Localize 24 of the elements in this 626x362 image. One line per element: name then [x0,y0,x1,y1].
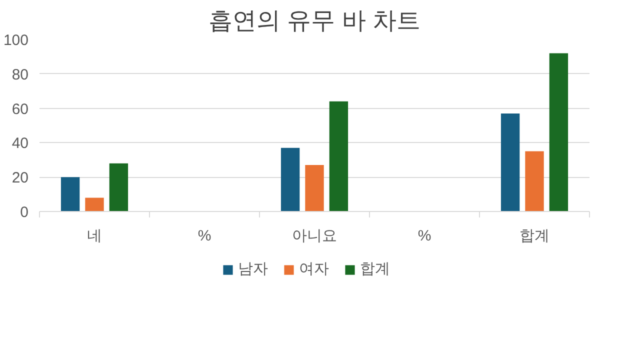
bar [305,165,324,212]
x-tick-label: 아니요 [292,228,337,244]
bar [329,101,348,212]
x-tick-label: % [418,228,432,244]
y-tick-label: 40 [12,135,29,152]
y-tick-label: 100 [3,32,29,49]
x-tick-label: 합계 [520,228,550,244]
bar [525,151,544,212]
x-tick-label: 네 [87,228,102,244]
y-tick-label: 60 [12,100,29,118]
bar [500,113,520,212]
y-tick-label: 20 [12,170,29,187]
bar [60,177,80,212]
bar [549,53,568,212]
legend-label: 여자 [299,260,329,278]
legend-label: 합계 [360,260,390,278]
y-tick-label: 80 [12,66,29,84]
legend-label: 남자 [238,260,268,278]
bar [85,198,104,212]
x-tick-label: % [198,228,212,244]
bar [109,163,128,212]
y-tick-label: 0 [20,204,28,221]
chart-title: 흡연의 유무 바 차트 [208,8,421,34]
bar [280,148,300,212]
